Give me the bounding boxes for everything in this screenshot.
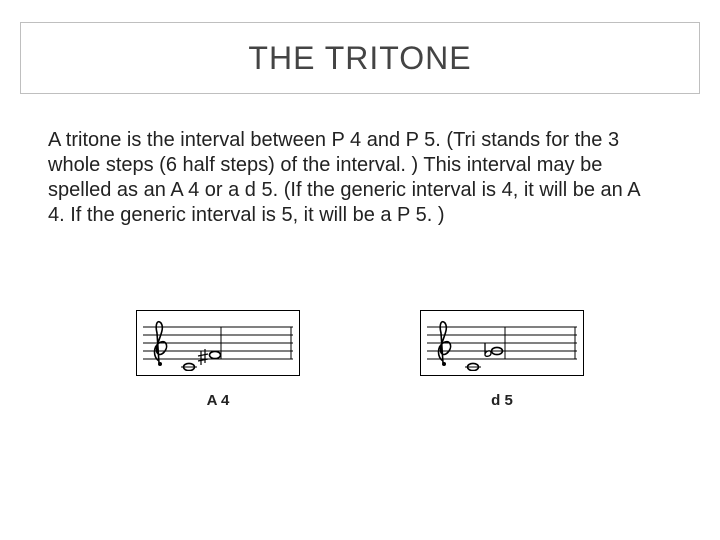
figures-row: A 4 [0,310,720,409]
figure-d5: d 5 [420,310,584,409]
title-band: THE TRITONE [20,22,700,94]
staff-d5 [420,310,584,376]
slide: THE TRITONE A tritone is the interval be… [0,0,720,540]
body-paragraph: A tritone is the interval between P 4 an… [48,128,658,228]
figure-a4: A 4 [136,310,300,409]
music-staff-a4-icon [143,315,293,371]
slide-title: THE TRITONE [248,40,471,77]
caption-a4: A 4 [207,392,230,409]
staff-a4 [136,310,300,376]
music-staff-d5-icon [427,315,577,371]
caption-d5: d 5 [491,392,513,409]
